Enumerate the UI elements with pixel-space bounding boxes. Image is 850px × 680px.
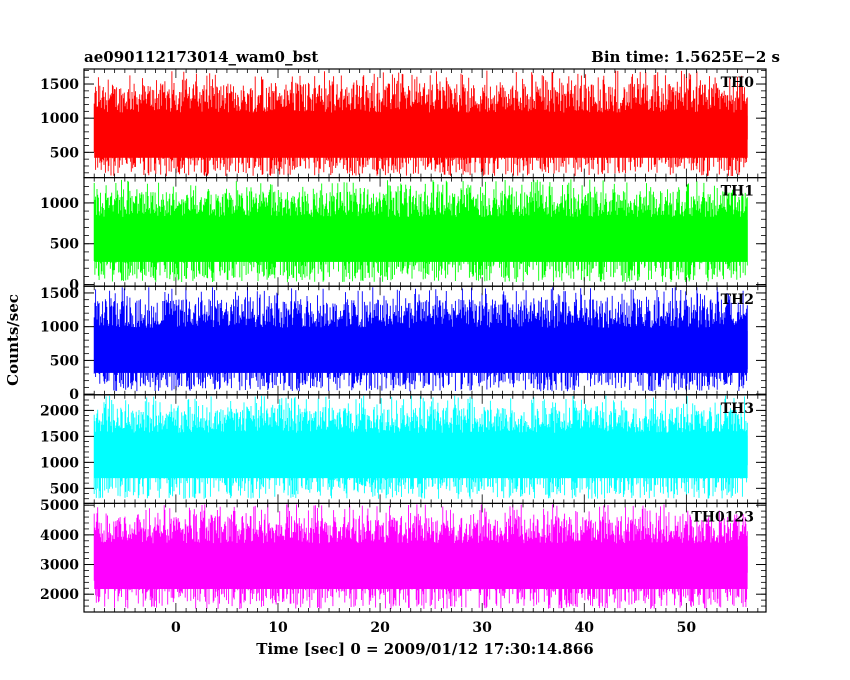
y-tick-label: 1500: [40, 286, 79, 302]
panel-name-label: TH0123: [691, 509, 754, 525]
y-tick-label: 0: [69, 387, 79, 403]
series-core-th0123: [94, 546, 748, 590]
x-tick-label: 20: [370, 620, 390, 636]
y-tick-label: 1000: [40, 196, 79, 212]
panel-th3: 500 1000 1500 2000 TH3: [40, 394, 767, 504]
series-core-th2: [94, 331, 748, 373]
panel-name-label: TH1: [721, 184, 754, 200]
panel-th0123: 2000 3000 4000 5000 TH0123: [40, 498, 767, 613]
y-tick-label: 2000: [40, 403, 79, 419]
series-core-th3: [94, 435, 748, 479]
series-core-th0: [94, 115, 748, 158]
panel-name-label: TH0: [721, 75, 755, 91]
y-tick-label: 500: [50, 237, 79, 253]
y-tick-label: 1000: [40, 320, 79, 336]
panel-name-label: TH2: [721, 292, 754, 308]
x-tick-label: 0: [171, 620, 181, 636]
y-tick-label: 1500: [40, 77, 79, 93]
series-core-th1: [94, 219, 748, 262]
y-tick-label: 5000: [40, 498, 79, 514]
y-tick-label: 1500: [40, 429, 79, 445]
panel-frame: [83, 502, 767, 613]
y-tick-label: 2000: [40, 587, 79, 603]
panel-th2: 0 500 1000 1500 TH2: [40, 285, 767, 403]
panel-th1: 0 500 1000 TH1: [40, 177, 767, 294]
y-tick-label: 500: [50, 481, 79, 497]
x-axis: 0 10 20 30 40 50: [171, 620, 696, 636]
y-tick-label: 3000: [40, 558, 79, 574]
x-tick-label: 10: [268, 620, 288, 636]
y-tick-label: 1000: [40, 111, 79, 127]
panels-group: 500 1000 1500 TH0 0 500 1000 TH1 0 500 1000 1500 TH2…: [40, 68, 767, 613]
y-tick-label: 4000: [40, 528, 79, 544]
bin-time-label: Bin time: 1.5625E−2 s: [591, 48, 780, 66]
y-tick-label: 1000: [40, 455, 79, 471]
panel-th0: 500 1000 1500 TH0: [40, 68, 767, 179]
chart-title: ae090112173014_wam0_bst: [84, 48, 318, 66]
y-tick-label: 0: [69, 278, 79, 294]
x-tick-label: 40: [575, 620, 595, 636]
x-tick-label: 50: [677, 620, 697, 636]
y-axis-label: Counts/sec: [4, 294, 22, 386]
x-tick-label: 30: [472, 620, 492, 636]
y-tick-label: 500: [50, 353, 79, 369]
y-tick-label: 500: [50, 145, 79, 161]
x-axis-label: Time [sec] 0 = 2009/01/12 17:30:14.866: [256, 640, 593, 658]
panel-name-label: TH3: [721, 401, 754, 417]
